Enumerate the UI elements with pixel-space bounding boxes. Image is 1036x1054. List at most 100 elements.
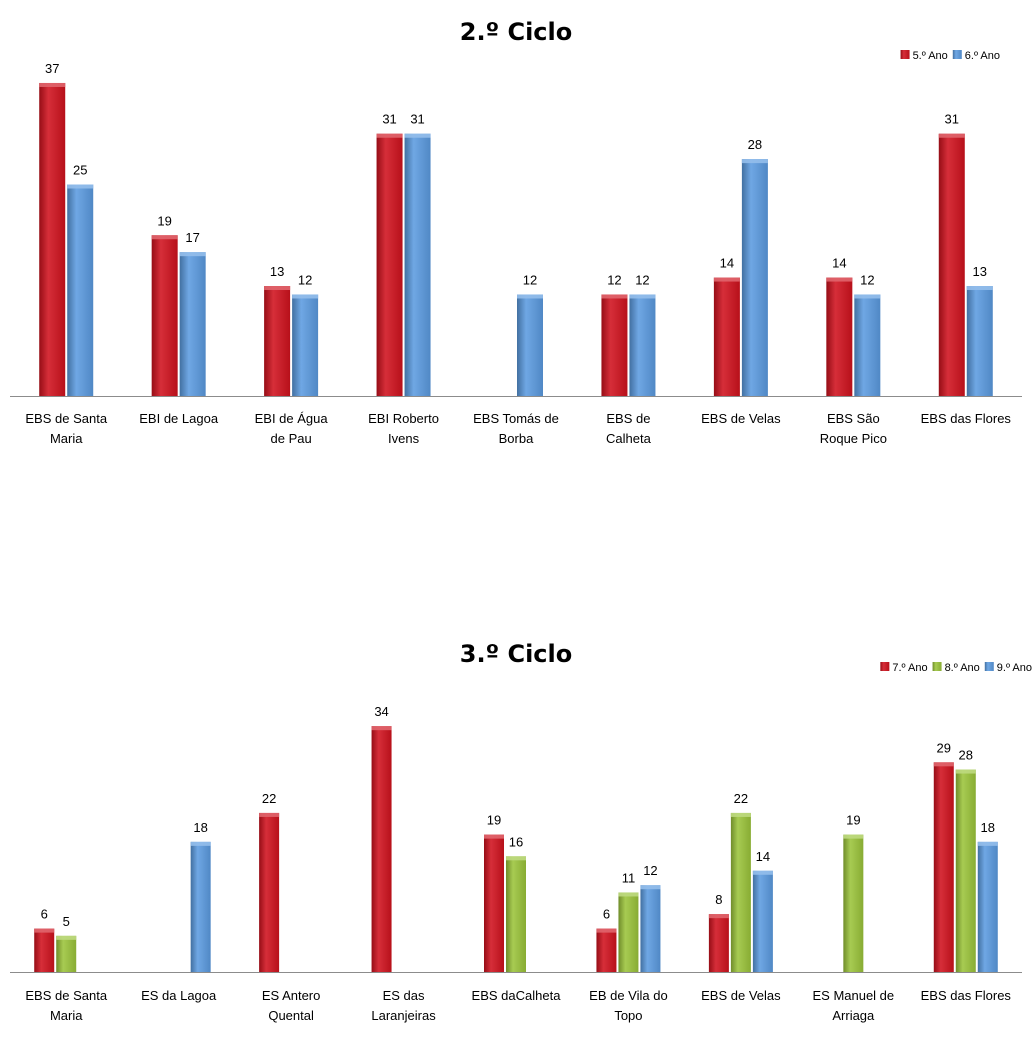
data-label: 31 [382, 112, 396, 127]
bar [741, 159, 768, 396]
x-tick-label: ES Manuel de Arriaga [812, 988, 894, 1023]
x-tick-label: EBI Roberto Ivens [368, 411, 439, 446]
legend-swatch [984, 662, 994, 671]
data-label: 6 [603, 907, 610, 922]
data-label: 5 [63, 914, 70, 929]
legend-label: 6.º Ano [965, 50, 1000, 62]
data-label: 12 [523, 272, 537, 287]
data-label: 37 [45, 61, 59, 76]
data-label: 19 [846, 813, 860, 828]
bar [56, 935, 77, 972]
bar [484, 834, 504, 972]
data-label: 11 [622, 870, 636, 885]
data-label: 28 [959, 748, 973, 763]
data-label: 6 [41, 907, 48, 922]
bar [404, 133, 431, 397]
data-label: 13 [973, 264, 987, 279]
legend: 6.º Ano 5.º Ano [900, 50, 1000, 62]
legend: 9.º Ano 8.º Ano 7.º Ano [880, 662, 1032, 674]
x-tick-label: ES Antero Quental [262, 988, 321, 1023]
x-tick-label: EBI de Lagoa [139, 411, 219, 426]
x-tick-label: EBS São Roque Pico [820, 411, 887, 446]
data-label: 14 [756, 849, 770, 864]
bar [190, 841, 211, 972]
bar [938, 133, 965, 397]
legend-swatch [900, 50, 910, 59]
data-label: 28 [748, 137, 762, 152]
data-label: 12 [298, 272, 312, 287]
bar [34, 928, 55, 972]
x-tick-label: EB de Vila do Topo [589, 988, 668, 1023]
data-label: 29 [937, 740, 951, 755]
bar [966, 286, 993, 396]
data-label: 14 [832, 256, 846, 271]
bar [151, 235, 178, 396]
x-tick-label: EBS de Santa Maria [25, 988, 107, 1023]
bar [179, 252, 206, 396]
x-tick-label: EBS das Flores [921, 411, 1012, 426]
bar [264, 286, 291, 396]
bar [730, 812, 751, 972]
bar [933, 762, 954, 972]
legend-swatch [880, 662, 890, 671]
bar [708, 914, 729, 972]
bar [843, 834, 864, 972]
data-label: 8 [715, 892, 722, 907]
legend-label: 8.º Ano [945, 662, 980, 674]
bar [596, 928, 617, 972]
data-label: 14 [720, 256, 734, 271]
x-tick-label: ES das Laranjeiras [371, 988, 436, 1023]
x-tick-label: EBS de Santa Maria [25, 411, 107, 446]
data-label: 17 [185, 230, 199, 245]
x-tick-label: EBS daCalheta [472, 988, 562, 1003]
bar [977, 841, 998, 972]
data-label: 13 [270, 264, 284, 279]
bar [517, 294, 543, 396]
bar [292, 294, 319, 396]
data-label: 18 [981, 820, 995, 835]
x-tick-label: EBS de Calheta [606, 411, 652, 446]
legend-swatch [952, 50, 962, 59]
x-tick-label: EBS Tomás de Borba [473, 411, 559, 446]
bar [371, 726, 392, 972]
data-label: 12 [635, 272, 649, 287]
legend-swatch [932, 662, 942, 671]
x-tick-label: EBI de Água de Pau [255, 411, 329, 446]
bar [39, 82, 66, 396]
x-tick-label: ES da Lagoa [141, 988, 217, 1003]
chart-2-ciclo: 2.º Ciclo 6.º Ano 5.º Ano 37 25 EBS de Santa M… [10, 18, 1022, 446]
data-label: 34 [374, 704, 388, 719]
chart-title: 2.º Ciclo [460, 18, 573, 46]
x-tick-label: EBS de Velas [701, 988, 781, 1003]
legend-label: 5.º Ano [913, 50, 948, 62]
x-tick-label: EBS de Velas [701, 411, 781, 426]
data-label: 19 [157, 213, 171, 228]
bar [826, 277, 853, 396]
bar [259, 812, 280, 972]
data-label: 22 [734, 791, 748, 806]
data-label: 25 [73, 163, 87, 178]
data-label: 12 [860, 272, 874, 287]
data-label: 12 [643, 863, 657, 878]
legend-label: 7.º Ano [892, 662, 927, 674]
data-label: 16 [509, 834, 523, 849]
legend-label: 9.º Ano [997, 662, 1032, 674]
bar [955, 769, 976, 972]
bar [618, 892, 639, 972]
data-label: 18 [193, 820, 207, 835]
bar [67, 184, 94, 396]
data-label: 31 [945, 112, 959, 127]
data-label: 19 [487, 813, 501, 828]
x-tick-label: EBS das Flores [921, 988, 1012, 1003]
chart-title: 3.º Ciclo [460, 640, 573, 668]
bar [601, 294, 628, 396]
data-label: 12 [607, 272, 621, 287]
bar [713, 277, 740, 396]
bar [640, 885, 661, 972]
bar [376, 133, 403, 397]
bar [854, 294, 881, 396]
bar [629, 294, 656, 396]
data-label: 22 [262, 791, 276, 806]
